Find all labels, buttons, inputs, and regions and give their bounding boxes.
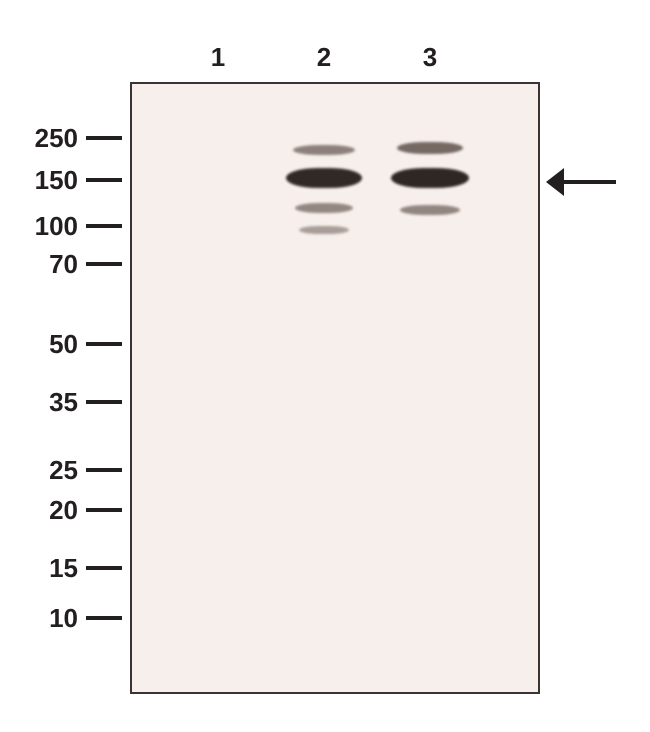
mw-tick bbox=[86, 508, 122, 512]
lane-label: 2 bbox=[304, 42, 344, 73]
mw-label: 25 bbox=[8, 455, 78, 486]
mw-label: 250 bbox=[8, 123, 78, 154]
band bbox=[400, 205, 460, 215]
mw-label: 15 bbox=[8, 553, 78, 584]
mw-tick bbox=[86, 224, 122, 228]
band bbox=[397, 142, 463, 154]
mw-label: 10 bbox=[8, 603, 78, 634]
mw-label: 100 bbox=[8, 211, 78, 242]
arrow-shaft bbox=[562, 180, 616, 184]
mw-tick bbox=[86, 136, 122, 140]
figure-canvas: 250 150 100 70 50 35 25 20 15 10 1 2 3 bbox=[0, 0, 650, 732]
mw-label: 20 bbox=[8, 495, 78, 526]
mw-label: 50 bbox=[8, 329, 78, 360]
lane-label: 1 bbox=[198, 42, 238, 73]
mw-label: 70 bbox=[8, 249, 78, 280]
mw-tick bbox=[86, 468, 122, 472]
band bbox=[295, 203, 353, 213]
band bbox=[391, 168, 469, 188]
band bbox=[293, 145, 355, 155]
mw-tick bbox=[86, 342, 122, 346]
band bbox=[286, 168, 362, 188]
band bbox=[299, 226, 349, 234]
mw-label: 35 bbox=[8, 387, 78, 418]
mw-tick bbox=[86, 400, 122, 404]
mw-tick bbox=[86, 566, 122, 570]
mw-label: 150 bbox=[8, 165, 78, 196]
mw-tick bbox=[86, 178, 122, 182]
lane-label: 3 bbox=[410, 42, 450, 73]
mw-tick bbox=[86, 262, 122, 266]
arrow-head bbox=[546, 168, 564, 196]
mw-tick bbox=[86, 616, 122, 620]
